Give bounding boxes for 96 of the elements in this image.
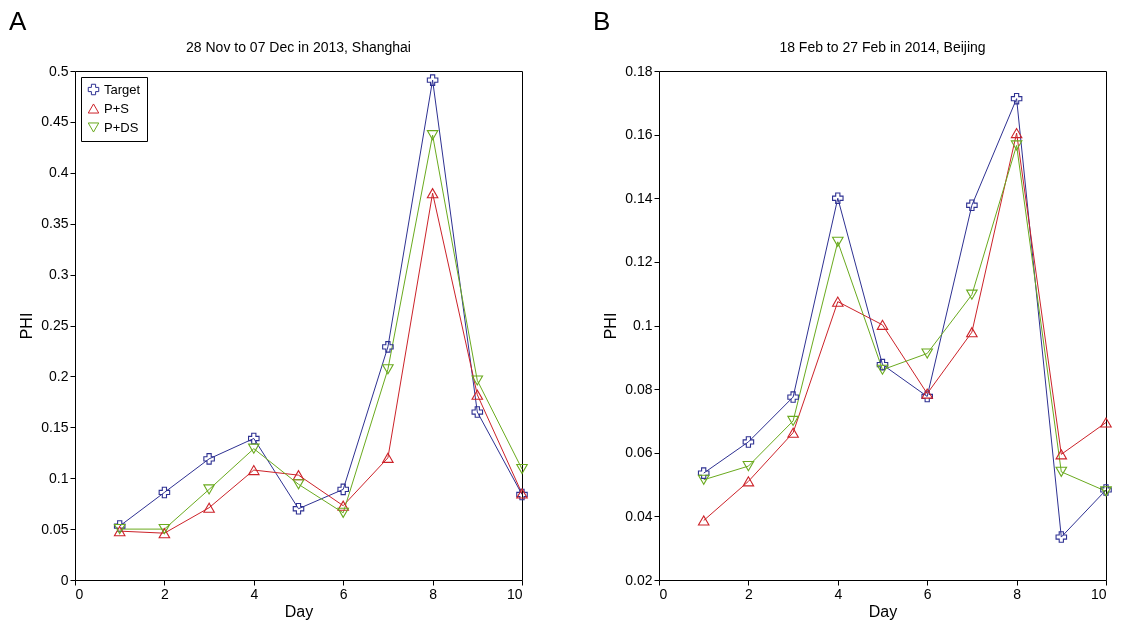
legend-label: Target <box>104 81 141 97</box>
legend-label: P+DS <box>104 119 139 135</box>
y-tick-label: 0.14 <box>625 189 653 206</box>
point <box>787 415 799 427</box>
point <box>426 74 439 86</box>
point <box>471 375 484 386</box>
point <box>832 236 844 247</box>
point <box>248 432 260 445</box>
y-tick-label: 0.35 <box>41 215 69 232</box>
y-tick-label: 0.1 <box>633 317 653 333</box>
point <box>382 364 394 375</box>
point <box>832 192 844 205</box>
x-tick-label: 6 <box>923 585 932 602</box>
point <box>742 461 755 472</box>
point <box>1055 531 1068 543</box>
point <box>471 406 484 418</box>
point <box>158 486 171 499</box>
x-axis-title: Day <box>284 602 314 620</box>
point <box>203 484 215 495</box>
point <box>1055 466 1068 477</box>
point <box>1010 127 1023 139</box>
x-tick-label: 10 <box>1090 585 1107 602</box>
point <box>1100 417 1112 428</box>
y-tick-label: 0.25 <box>41 317 69 333</box>
point <box>742 476 755 487</box>
point <box>921 388 933 399</box>
x-tick-label: 2 <box>745 585 753 602</box>
y-tick-label: 0.12 <box>625 253 653 270</box>
x-tick-label: 0 <box>659 585 668 602</box>
point <box>876 319 889 330</box>
point <box>158 524 171 535</box>
x-tick-label: 8 <box>1013 585 1022 602</box>
x-tick-label: 8 <box>429 585 438 602</box>
point <box>697 474 710 485</box>
y-axis-title: PHI <box>602 312 620 340</box>
y-tick-label: 0.15 <box>41 418 69 435</box>
point <box>516 463 528 475</box>
y-tick-label: 0.08 <box>625 380 653 397</box>
x-tick-label: 4 <box>834 585 843 602</box>
point <box>337 483 349 496</box>
y-tick-label: 0.4 <box>49 164 69 181</box>
x-tick-label: 0 <box>75 585 84 602</box>
point <box>337 500 349 511</box>
point <box>876 364 889 375</box>
y-tick-label: 0.05 <box>41 520 69 537</box>
point <box>1010 92 1023 105</box>
point <box>966 199 978 212</box>
y-tick-label: 0 <box>60 571 69 588</box>
point <box>426 188 439 199</box>
y-tick-label: 0.06 <box>625 444 653 461</box>
point <box>292 502 305 515</box>
chart-title: 28 Nov to 07 Dec in 2013, Shanghai <box>186 39 411 55</box>
point <box>203 453 215 465</box>
point <box>832 296 844 307</box>
y-tick-label: 0.5 <box>49 62 69 79</box>
point <box>292 479 305 490</box>
x-tick-label: 6 <box>339 585 348 602</box>
chart-title: 18 Feb to 27 Feb in 2014, Beijing <box>779 39 986 55</box>
point <box>1010 140 1023 151</box>
point <box>697 467 710 479</box>
x-tick-label: 4 <box>250 585 259 602</box>
point <box>113 520 126 532</box>
y-tick-label: 0.2 <box>49 367 69 384</box>
y-tick-label: 0.16 <box>625 126 653 143</box>
x-tick-label: 2 <box>161 585 169 602</box>
x-axis-title: Day <box>868 602 898 620</box>
text: A <box>9 6 27 36</box>
y-tick-label: 0.45 <box>41 113 69 130</box>
x-tick-label: 10 <box>506 585 523 602</box>
point <box>203 502 215 513</box>
y-tick-label: 0.04 <box>625 507 653 524</box>
y-tick-label: 0.1 <box>49 469 69 486</box>
point <box>787 427 799 438</box>
point <box>921 390 933 403</box>
point <box>876 358 889 371</box>
point <box>471 389 484 400</box>
y-tick-label: 0.02 <box>625 571 653 588</box>
point <box>966 327 978 338</box>
point <box>337 507 349 518</box>
point <box>382 341 394 353</box>
point <box>248 464 260 476</box>
point <box>1055 449 1068 460</box>
y-tick-label: 0.3 <box>49 266 69 283</box>
point <box>426 130 439 141</box>
point <box>742 436 755 448</box>
y-tick-label: 0.18 <box>625 62 653 79</box>
point <box>966 289 978 300</box>
point <box>921 348 933 359</box>
point <box>158 528 171 539</box>
point <box>697 515 710 526</box>
y-axis-title: PHI <box>18 312 36 340</box>
point <box>382 452 394 463</box>
point <box>787 391 799 403</box>
text: B <box>593 6 611 36</box>
legend-label: P+S <box>104 100 130 116</box>
point <box>248 443 260 454</box>
